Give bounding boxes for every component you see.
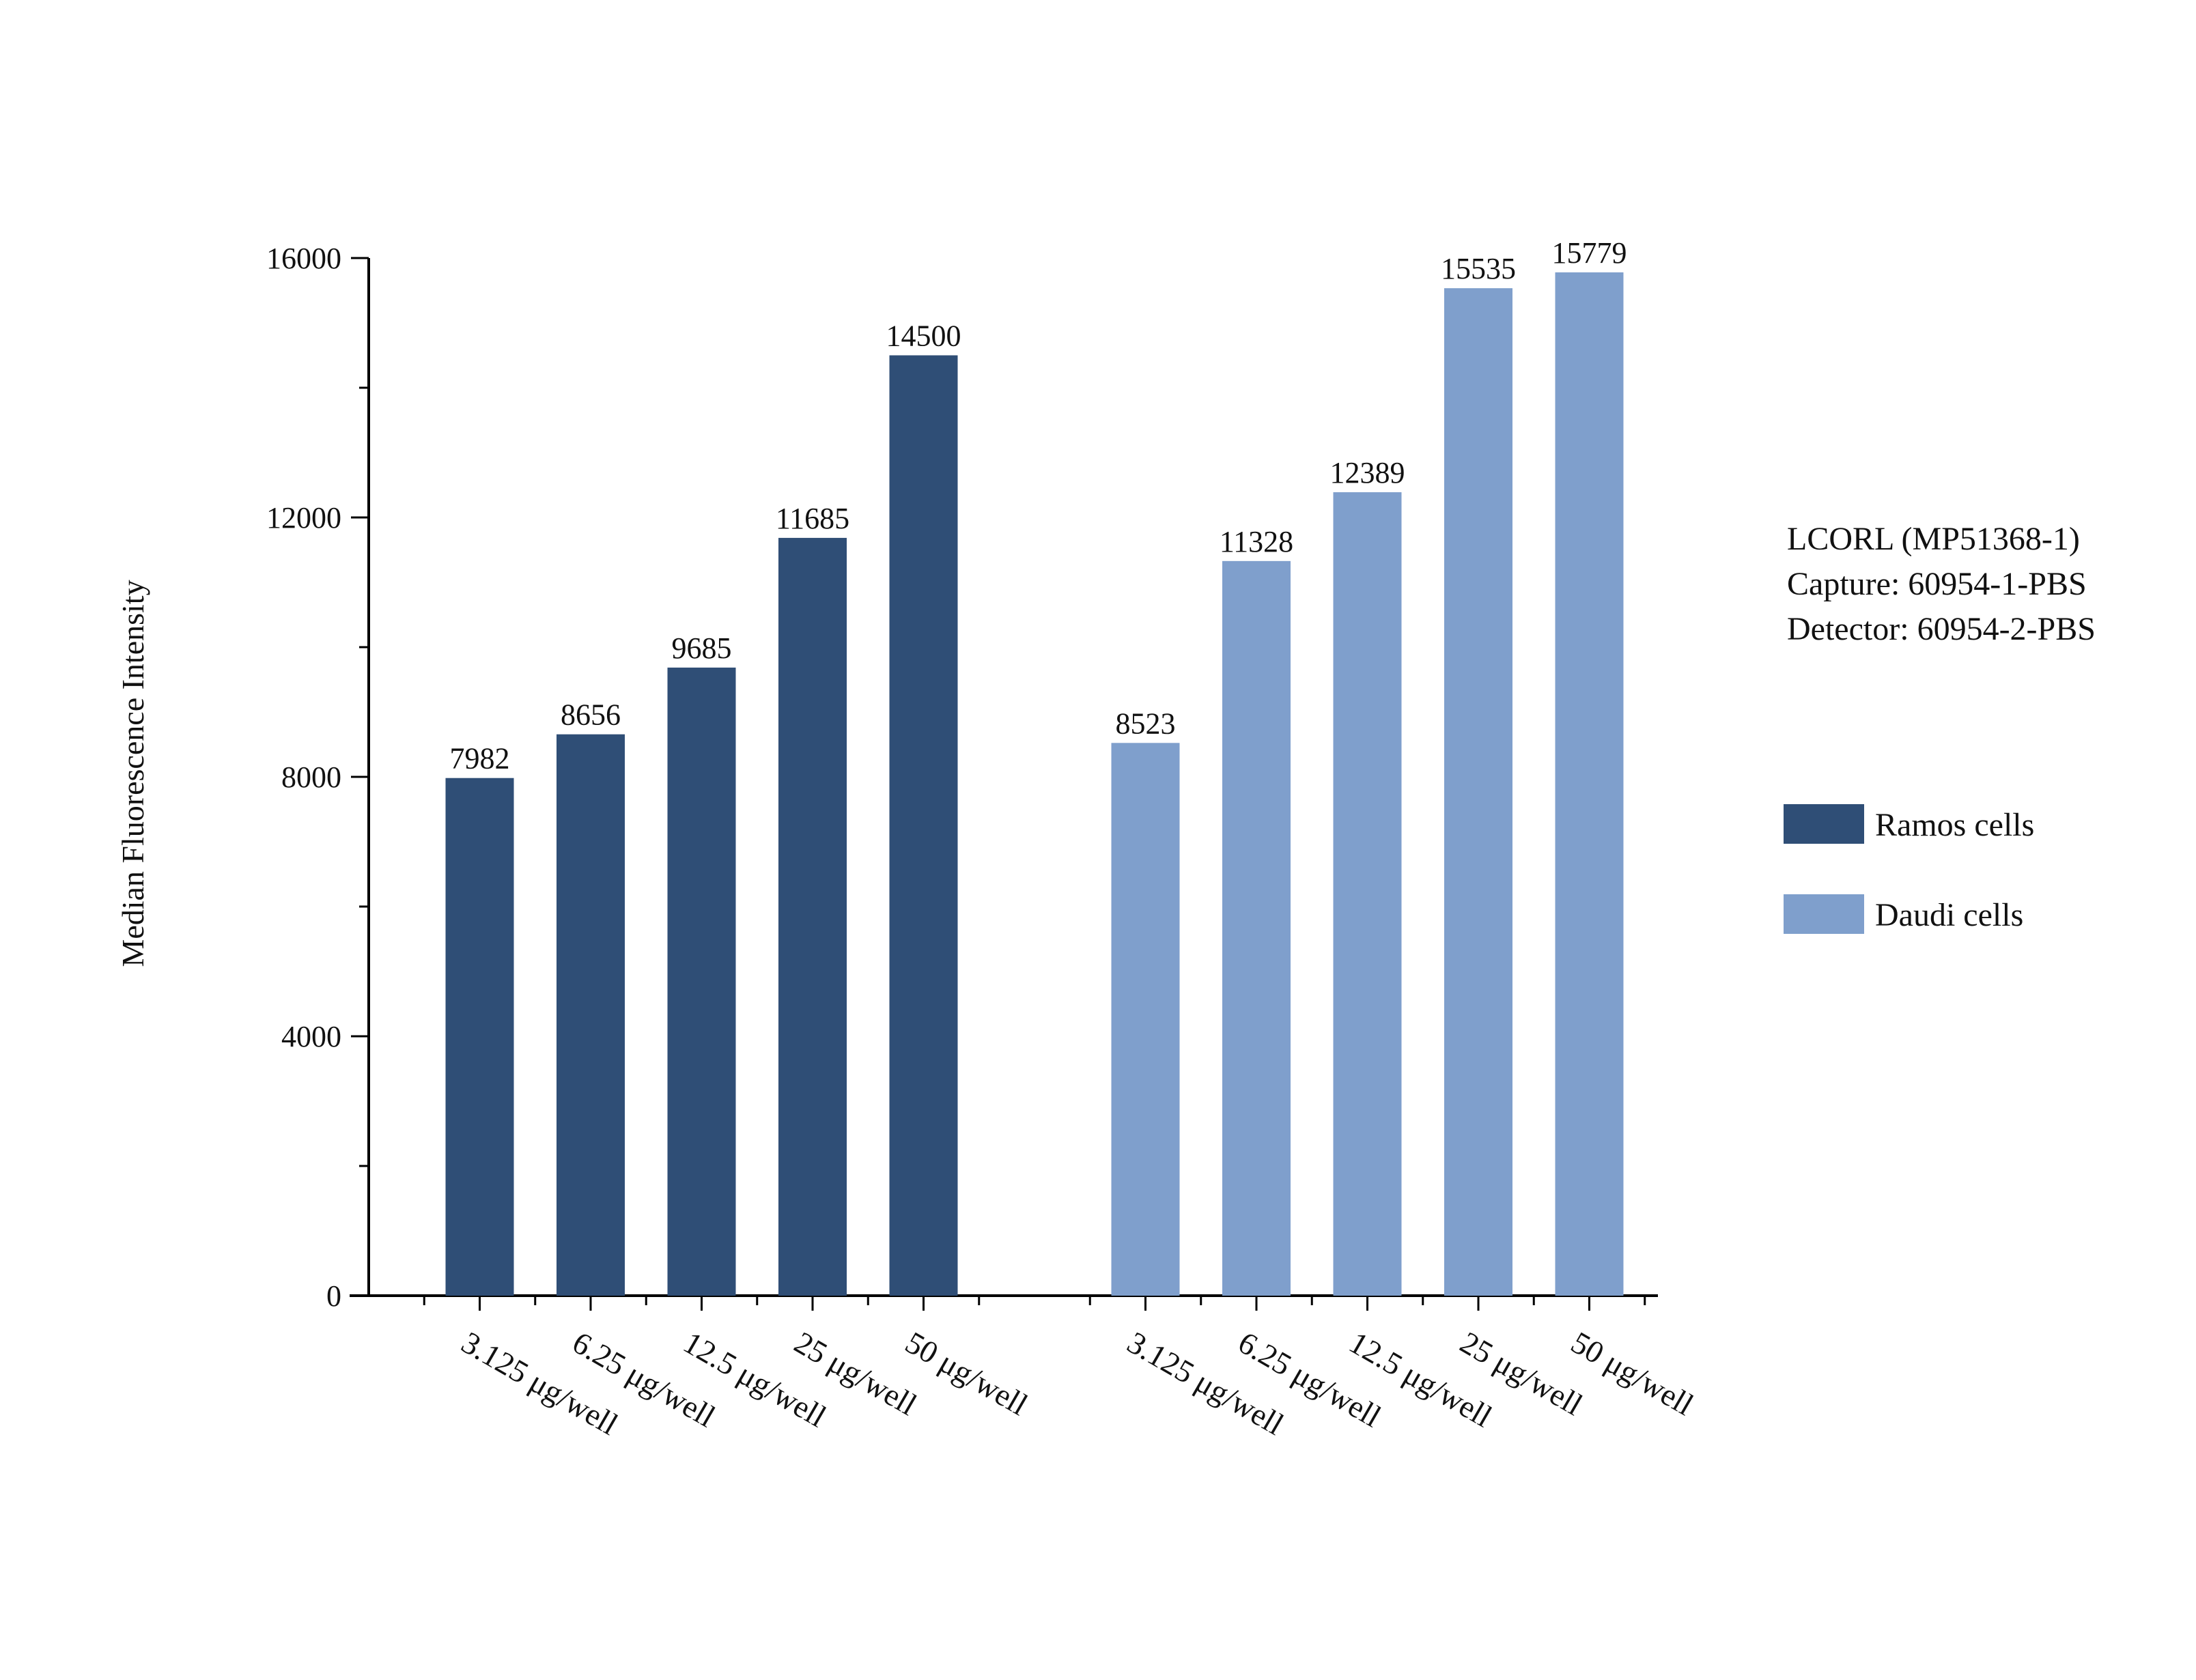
x-tick-label: 50 μg/well bbox=[900, 1324, 1034, 1422]
data-label: 15779 bbox=[1552, 236, 1627, 270]
bar-daudi-5 bbox=[1555, 272, 1624, 1296]
bar-daudi-4 bbox=[1444, 288, 1512, 1296]
bar-daudi-2 bbox=[1222, 560, 1291, 1296]
data-label: 12389 bbox=[1330, 456, 1405, 489]
annotation-line: LCORL (MP51368-1) bbox=[1787, 521, 2080, 557]
legend-label: Ramos cells bbox=[1875, 807, 2034, 843]
annotation-line: Detector: 60954-2-PBS bbox=[1787, 611, 2096, 647]
data-label: 15535 bbox=[1441, 252, 1516, 285]
y-tick-label: 8000 bbox=[281, 760, 341, 794]
bar-ramos-2 bbox=[557, 734, 625, 1296]
data-label: 9685 bbox=[672, 631, 732, 665]
bars bbox=[445, 272, 1624, 1296]
y-tick-label: 16000 bbox=[266, 242, 341, 275]
annotation-line: Capture: 60954-1-PBS bbox=[1787, 566, 2087, 602]
data-label: 8523 bbox=[1116, 707, 1176, 740]
y-tick-label: 0 bbox=[326, 1279, 341, 1313]
annotation-block: LCORL (MP51368-1) Capture: 60954-1-PBS Det… bbox=[1787, 521, 2096, 647]
y-tick-label: 4000 bbox=[281, 1020, 341, 1053]
bar-ramos-3 bbox=[667, 667, 736, 1296]
data-label: 14500 bbox=[886, 319, 961, 353]
bar-ramos-1 bbox=[445, 778, 514, 1296]
legend-swatch bbox=[1784, 894, 1864, 934]
legend: Ramos cells Daudi cells bbox=[1784, 804, 2034, 934]
data-label: 7982 bbox=[450, 742, 510, 775]
y-tick-label: 12000 bbox=[266, 501, 341, 535]
y-axis-title: Median Fluorescence Intensity bbox=[115, 580, 150, 967]
bar-daudi-1 bbox=[1111, 743, 1180, 1296]
bar-ramos-4 bbox=[778, 537, 847, 1296]
bar-ramos-5 bbox=[889, 355, 958, 1296]
x-tick-label: 50 μg/well bbox=[1566, 1324, 1700, 1422]
data-label: 8656 bbox=[561, 698, 621, 732]
legend-label: Daudi cells bbox=[1875, 897, 2023, 933]
legend-swatch bbox=[1784, 804, 1864, 844]
bar-daudi-3 bbox=[1333, 492, 1402, 1296]
data-label: 11685 bbox=[776, 502, 849, 535]
data-label: 11328 bbox=[1220, 525, 1293, 558]
